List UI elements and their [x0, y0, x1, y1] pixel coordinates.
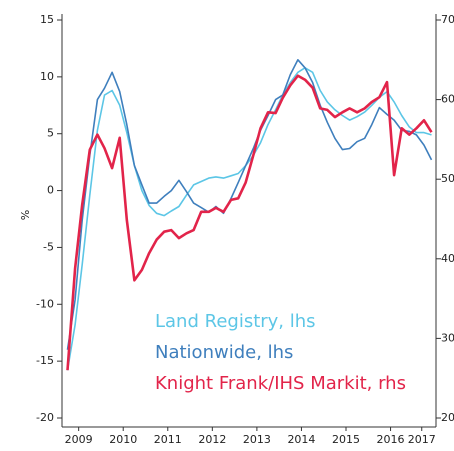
- x-tick-label: 2014: [287, 433, 315, 446]
- series-line: [66, 74, 433, 371]
- y-tick-label: -5: [43, 240, 54, 253]
- x-tick-label: 2015: [332, 433, 360, 446]
- y2-tick-label: 40: [441, 252, 454, 265]
- y-tick-label: -10: [36, 297, 54, 310]
- legend-label: Land Registry, lhs: [155, 311, 316, 332]
- x-tick-label: 2013: [243, 433, 271, 446]
- y2-tick-label: 30: [441, 331, 454, 344]
- y2-tick-label: 50: [441, 172, 454, 185]
- x-tick-label: 2011: [154, 433, 182, 446]
- y-tick-label: 15: [40, 13, 54, 26]
- legend-label: Knight Frank/IHS Markit, rhs: [155, 373, 406, 394]
- series-line: [66, 67, 432, 371]
- legend-label: Nationwide, lhs: [155, 342, 293, 363]
- y-tick-label: 10: [40, 70, 54, 83]
- x-tick-label: 2017: [408, 433, 436, 446]
- x-tick-label: 2016: [377, 433, 405, 446]
- x-tick-label: 2012: [198, 433, 226, 446]
- y-axis-label: %: [19, 210, 32, 220]
- x-tick-label: 2010: [109, 433, 137, 446]
- y2-tick-label: 60: [441, 93, 454, 106]
- y-tick-label: 5: [47, 127, 54, 140]
- y2-tick-label: 20: [441, 411, 454, 424]
- x-tick-label: 2009: [65, 433, 93, 446]
- y-tick-label: -15: [36, 354, 54, 367]
- y2-tick-label: 70: [441, 13, 454, 26]
- y-tick-label: 0: [47, 184, 54, 197]
- y-tick-label: -20: [36, 411, 54, 424]
- series-line: [66, 59, 433, 350]
